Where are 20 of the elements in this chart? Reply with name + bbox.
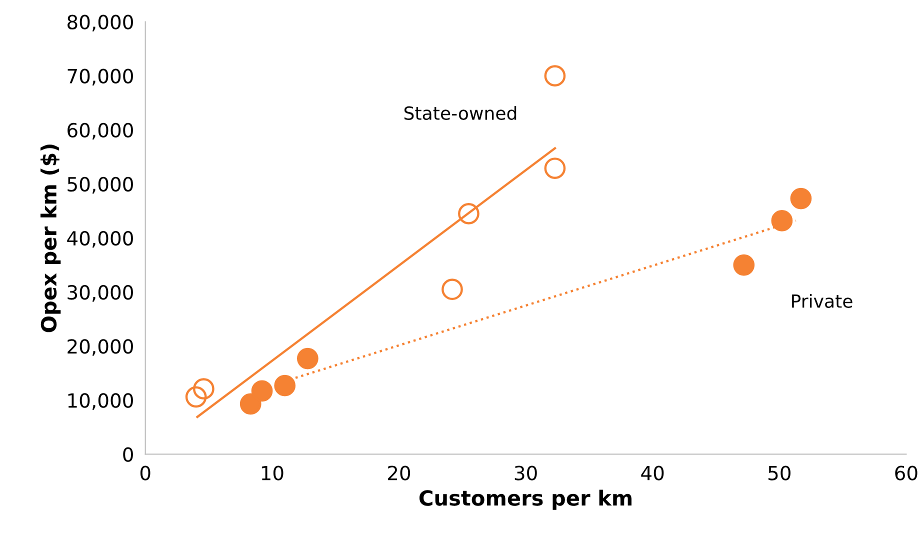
x-tick-label: 50 bbox=[768, 466, 790, 480]
x-tick-label: 40 bbox=[641, 466, 664, 480]
y-tick-label: 80,000 bbox=[68, 14, 133, 32]
y-tick-label: 30,000 bbox=[68, 285, 133, 302]
x-tick-label: 10 bbox=[262, 466, 284, 480]
x-tick-label: 20 bbox=[388, 466, 410, 480]
x-axis-title: Customers per km bbox=[419, 490, 632, 510]
y-tick-label: 70,000 bbox=[68, 68, 133, 86]
x-tick-label: 0 bbox=[140, 466, 150, 480]
y-tick-label: 20,000 bbox=[68, 339, 133, 356]
text: State-owned bbox=[404, 106, 516, 120]
y-tick-label: 10,000 bbox=[68, 393, 133, 410]
y-tick-label: 40,000 bbox=[67, 230, 133, 248]
x-tick-label: 30 bbox=[514, 466, 537, 480]
y-tick-label: 0 bbox=[123, 447, 133, 462]
y-tick-label: 60,000 bbox=[68, 122, 133, 140]
y-tick-label: 50,000 bbox=[68, 176, 133, 194]
y-axis-title: Opex per km ($) bbox=[40, 144, 61, 332]
text: Private bbox=[792, 294, 852, 308]
x-tick-label: 60 bbox=[895, 466, 918, 480]
